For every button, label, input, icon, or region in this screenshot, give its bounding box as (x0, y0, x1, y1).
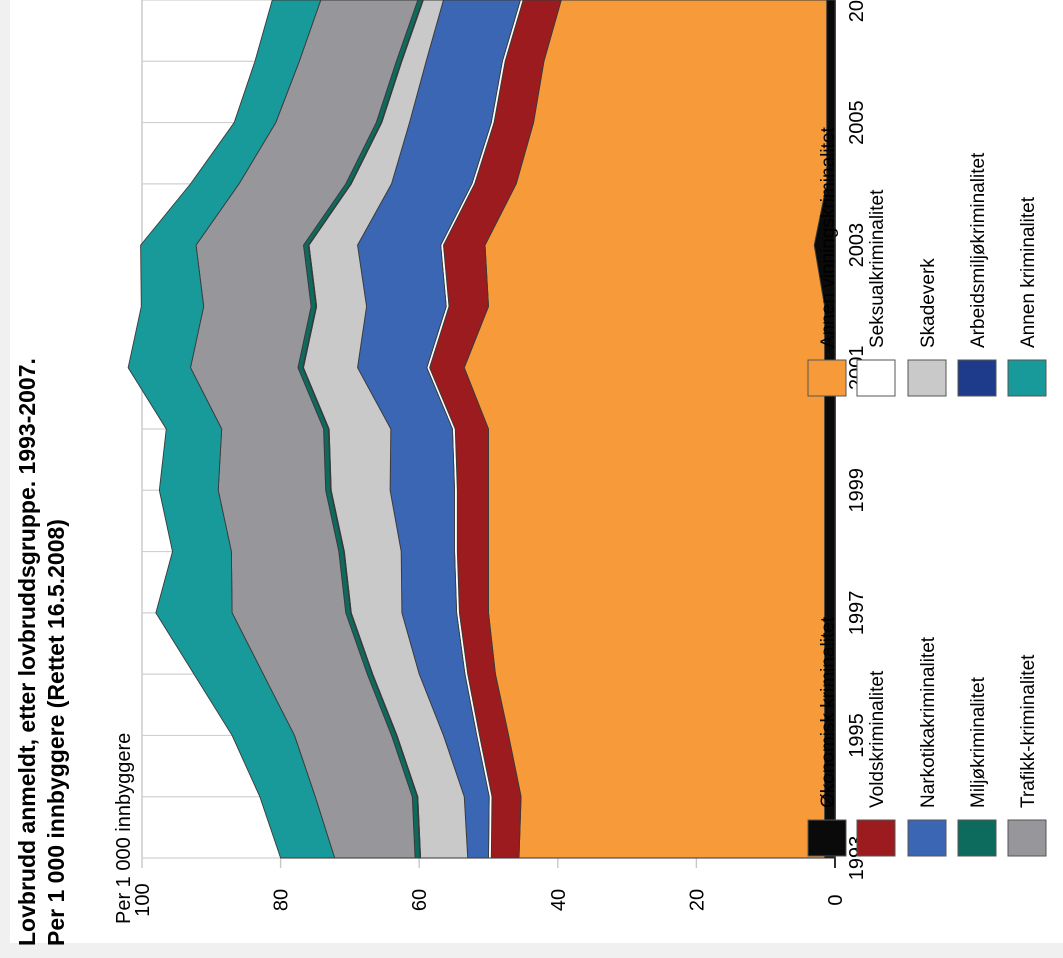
x-tick-label: 2003 (846, 223, 868, 268)
legend-label: Narkotikakriminalitet (918, 636, 939, 808)
y-tick-label: 0 (825, 894, 847, 905)
legend-label: Økonomisk kriminalitet (818, 616, 839, 808)
y-tick-label: 40 (548, 889, 570, 911)
legend-label: Miljøkriminalitet (968, 676, 989, 808)
area-series (127, 0, 836, 859)
legend-swatch (907, 819, 947, 857)
legend-swatch (856, 359, 896, 397)
legend: Økonomisk kriminalitet Voldskriminalitet N… (807, 127, 1047, 857)
x-tick-label: 2005 (846, 100, 868, 145)
x-tick-label: 1999 (846, 468, 868, 513)
legend-label: Skadeverk (918, 258, 939, 348)
legend-swatch (807, 819, 847, 857)
y-axis-unit-label: Per 1 000 innbyggere (113, 733, 135, 924)
axis-ticks: 0204060801001993199519971999200120032005… (132, 0, 868, 917)
legend-swatch (1007, 819, 1047, 857)
legend-label: Annen kriminalitet (1018, 196, 1039, 348)
legend-label: Arbeidsmiljøkriminalitet (968, 152, 989, 348)
legend-swatch (856, 819, 896, 857)
legend-swatch (807, 359, 847, 397)
legend-label: Voldskriminalitet (867, 670, 888, 808)
legend-swatch (957, 359, 997, 397)
legend-label: Seksualkriminalitet (867, 189, 888, 348)
legend-swatch (1007, 359, 1047, 397)
y-tick-label: 20 (686, 889, 708, 911)
y-tick-label: 80 (271, 889, 293, 911)
x-tick-label: 2007 (846, 0, 868, 22)
x-tick-label: 1997 (846, 591, 868, 636)
legend-swatch (907, 359, 947, 397)
legend-label: Annen vinningskriminalitet (818, 127, 839, 348)
y-tick-label: 100 (132, 883, 154, 916)
y-tick-label: 60 (409, 889, 431, 911)
area-annen-kriminalitet (127, 0, 336, 859)
legend-swatch (957, 819, 997, 857)
chart-title-line1: Lovbrudd anmeldt, etter lovbruddsgruppe.… (14, 358, 40, 946)
x-tick-label: 1995 (846, 713, 868, 758)
chart-title-line2: Per 1 000 innbyggere (Rettet 16.5.2008) (43, 519, 69, 946)
legend-label: Trafikk-kriminalitet (1018, 654, 1039, 808)
